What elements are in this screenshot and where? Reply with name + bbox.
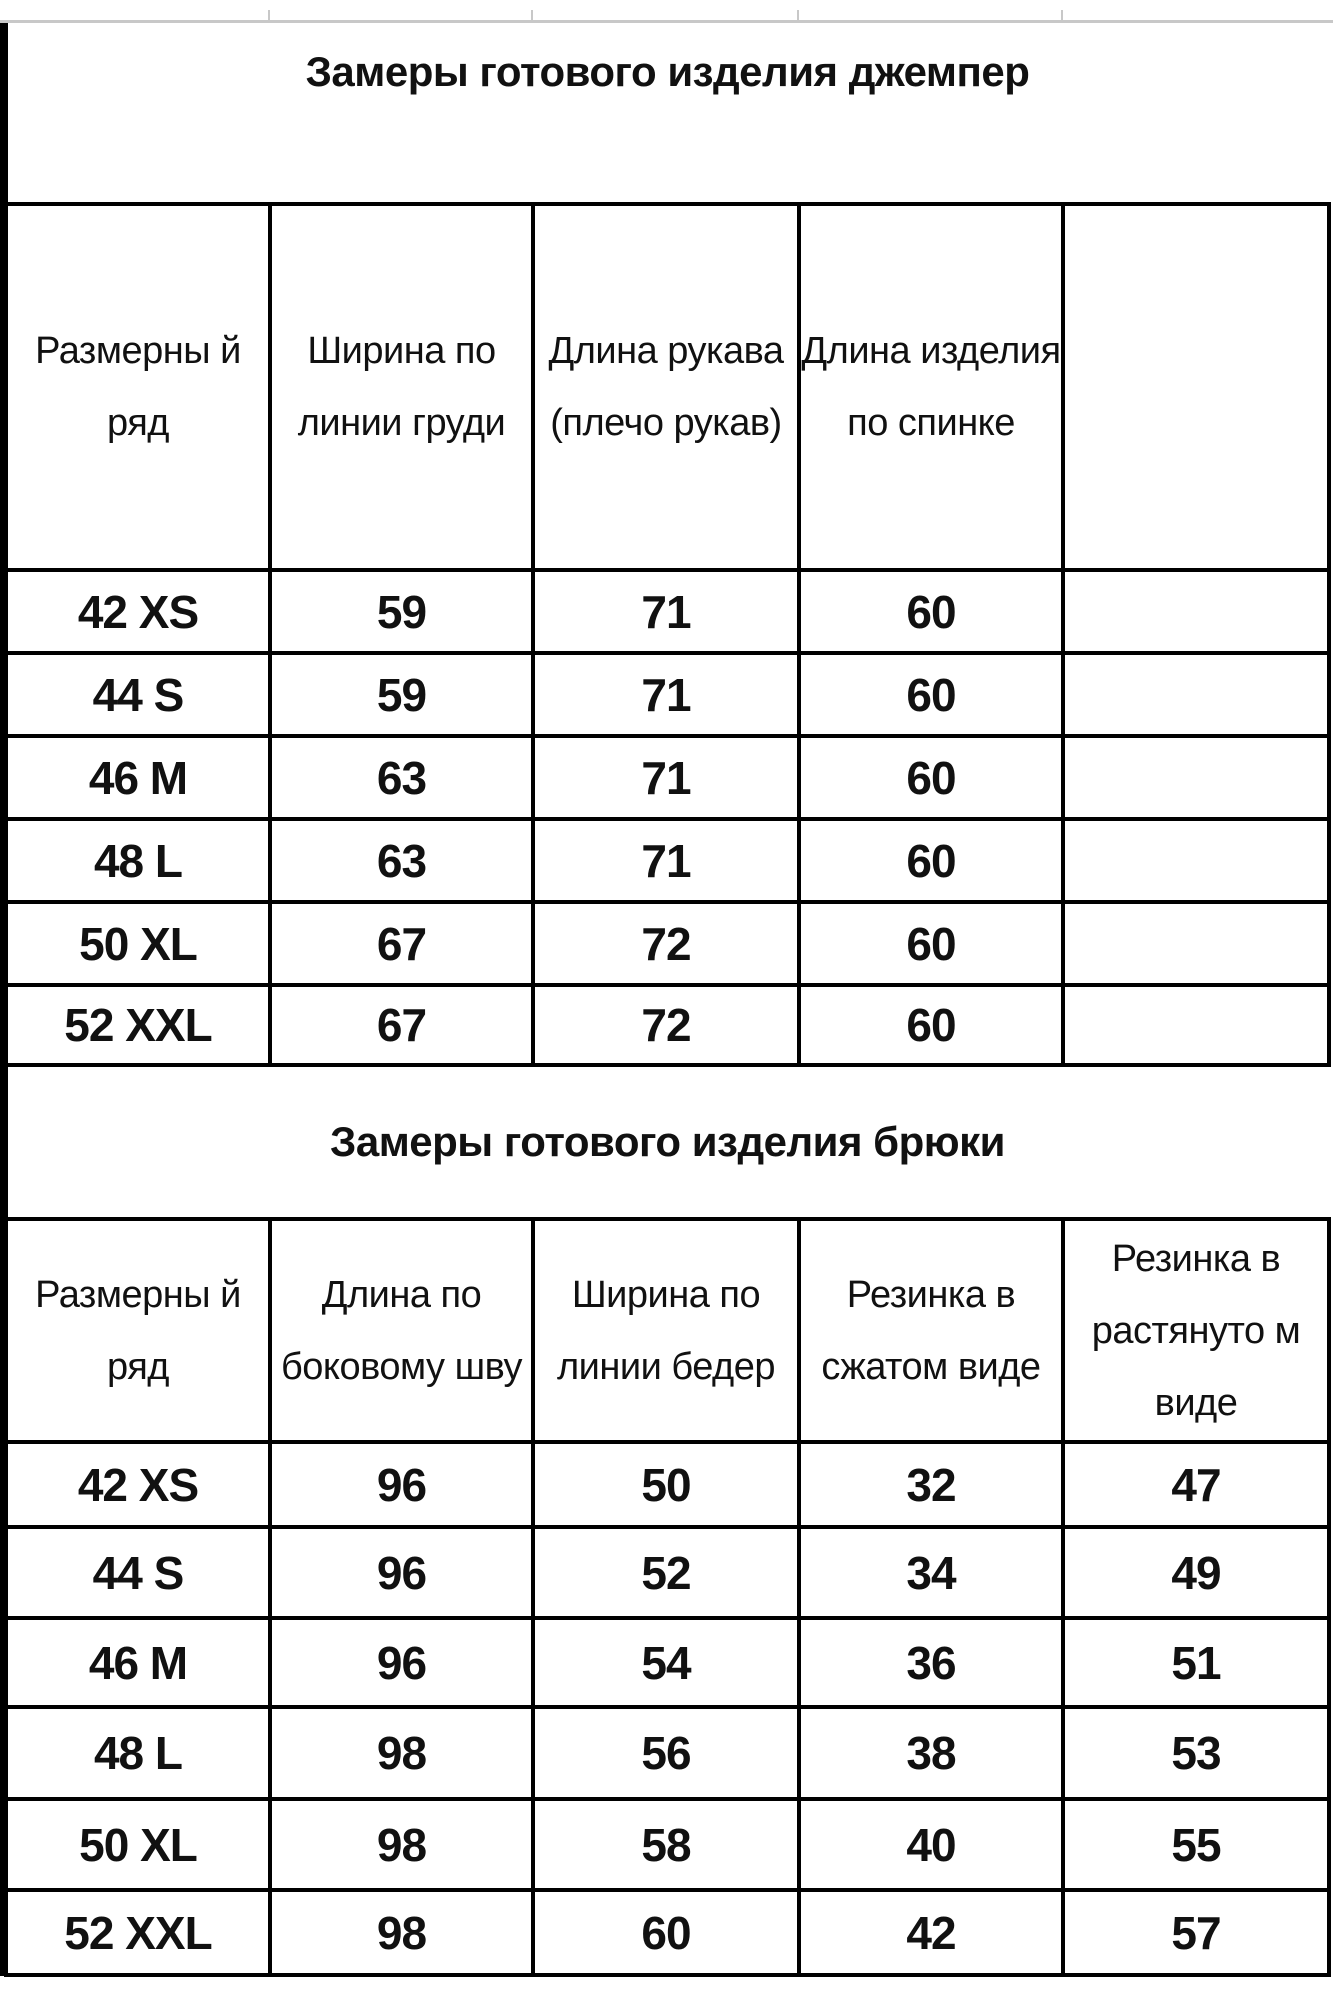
measurement-cell[interactable]: 60 [797, 568, 1065, 655]
table-row: 46 M 63 71 60 [4, 734, 1331, 821]
measurement-cell[interactable]: 57 [1061, 1888, 1331, 1977]
measurement-cell[interactable]: 49 [1061, 1525, 1331, 1620]
trousers-size-table: Размерны й ряд Длина по боковому шву Ширин… [4, 1217, 1331, 1977]
measurement-cell[interactable]: 54 [531, 1616, 801, 1709]
measurement-cell[interactable]: 67 [268, 983, 535, 1067]
measurement-cell[interactable]: 53 [1061, 1705, 1331, 1801]
column-header[interactable]: Ширина по линии груди [268, 202, 535, 572]
size-cell[interactable]: 52 XXL [4, 1888, 272, 1977]
table-row: 52 XXL 98 60 42 57 [4, 1888, 1331, 1977]
table-row: 48 L 98 56 38 53 [4, 1705, 1331, 1801]
measurement-cell[interactable]: 55 [1061, 1797, 1331, 1892]
size-cell[interactable]: 46 M [4, 734, 272, 821]
size-cell[interactable]: 44 S [4, 1525, 272, 1620]
measurement-cell[interactable]: 98 [268, 1705, 535, 1801]
table-row: 42 XS 59 71 60 [4, 568, 1331, 655]
column-divider[interactable] [797, 10, 799, 23]
measurement-cell[interactable] [1061, 983, 1331, 1067]
spreadsheet-gridline [0, 20, 1333, 23]
measurement-cell[interactable]: 52 [531, 1525, 801, 1620]
column-header[interactable]: Размерны й ряд [4, 202, 272, 572]
table-row: 50 XL 98 58 40 55 [4, 1797, 1331, 1892]
measurement-cell[interactable]: 63 [268, 734, 535, 821]
size-cell[interactable]: 48 L [4, 817, 272, 904]
measurement-cell[interactable]: 38 [797, 1705, 1065, 1801]
header-row: Размерны й ряд Ширина по линии груди Длина… [4, 202, 1331, 572]
measurement-cell[interactable]: 67 [268, 900, 535, 987]
header-row: Размерны й ряд Длина по боковому шву Ширин… [4, 1217, 1331, 1444]
measurement-cell[interactable]: 59 [268, 651, 535, 738]
measurement-cell[interactable]: 71 [531, 817, 801, 904]
trousers-title: Замеры готового изделия брюки [330, 1118, 1005, 1165]
column-header[interactable]: Резинка в сжатом виде [797, 1217, 1065, 1444]
column-header[interactable] [1061, 202, 1331, 572]
measurement-cell[interactable]: 34 [797, 1525, 1065, 1620]
size-cell[interactable]: 50 XL [4, 1797, 272, 1892]
column-header[interactable]: Размерны й ряд [4, 1217, 272, 1444]
column-divider[interactable] [531, 10, 533, 23]
table-row: 44 S 59 71 60 [4, 651, 1331, 738]
table-row: 46 M 96 54 36 51 [4, 1616, 1331, 1709]
measurement-cell[interactable]: 71 [531, 568, 801, 655]
jumper-size-table: Размерны й ряд Ширина по линии груди Длина… [4, 202, 1331, 1067]
table-row: 50 XL 67 72 60 [4, 900, 1331, 987]
measurement-cell[interactable]: 50 [531, 1440, 801, 1529]
column-header[interactable]: Резинка в растянуто м виде [1061, 1217, 1331, 1444]
size-cell[interactable]: 46 M [4, 1616, 272, 1709]
measurement-cell[interactable]: 51 [1061, 1616, 1331, 1709]
measurement-cell[interactable]: 96 [268, 1440, 535, 1529]
measurement-cell[interactable]: 58 [531, 1797, 801, 1892]
measurement-cell[interactable]: 56 [531, 1705, 801, 1801]
measurement-cell[interactable]: 42 [797, 1888, 1065, 1977]
measurement-cell[interactable]: 60 [797, 817, 1065, 904]
size-cell[interactable]: 50 XL [4, 900, 272, 987]
measurement-cell[interactable]: 71 [531, 734, 801, 821]
measurement-cell[interactable] [1061, 734, 1331, 821]
measurement-cell[interactable]: 72 [531, 900, 801, 987]
size-cell[interactable]: 42 XS [4, 568, 272, 655]
size-cell[interactable]: 44 S [4, 651, 272, 738]
size-cell[interactable]: 52 XXL [4, 983, 272, 1067]
column-divider[interactable] [1061, 10, 1063, 23]
measurement-cell[interactable]: 60 [531, 1888, 801, 1977]
measurement-cell[interactable] [1061, 568, 1331, 655]
measurement-cell[interactable]: 98 [268, 1797, 535, 1892]
column-header[interactable]: Ширина по линии бедер [531, 1217, 801, 1444]
table-row: 52 XXL 67 72 60 [4, 983, 1331, 1067]
measurement-cell[interactable]: 59 [268, 568, 535, 655]
measurement-cell[interactable]: 32 [797, 1440, 1065, 1529]
column-divider[interactable] [268, 10, 270, 23]
table-row: 48 L 63 71 60 [4, 817, 1331, 904]
measurement-cell[interactable]: 98 [268, 1888, 535, 1977]
left-border [0, 23, 8, 1976]
measurement-cell[interactable]: 71 [531, 651, 801, 738]
measurement-cell[interactable]: 47 [1061, 1440, 1331, 1529]
measurement-cell[interactable] [1061, 651, 1331, 738]
measurement-cell[interactable]: 60 [797, 651, 1065, 738]
column-header[interactable]: Длина по боковому шву [268, 1217, 535, 1444]
jumper-title: Замеры готового изделия джемпер [305, 48, 1030, 95]
measurement-cell[interactable]: 96 [268, 1525, 535, 1620]
table-row: 44 S 96 52 34 49 [4, 1525, 1331, 1620]
column-header[interactable]: Длина изделия по спинке [797, 202, 1065, 572]
measurement-cell[interactable]: 60 [797, 734, 1065, 821]
measurement-cell[interactable]: 60 [797, 983, 1065, 1067]
measurement-cell[interactable]: 72 [531, 983, 801, 1067]
measurement-cell[interactable]: 96 [268, 1616, 535, 1709]
measurement-cell[interactable] [1061, 900, 1331, 987]
table-row: 42 XS 96 50 32 47 [4, 1440, 1331, 1529]
size-cell[interactable]: 48 L [4, 1705, 272, 1801]
measurement-cell[interactable]: 36 [797, 1616, 1065, 1709]
column-header[interactable]: Длина рукава (плечо рукав) [531, 202, 801, 572]
measurement-cell[interactable]: 63 [268, 817, 535, 904]
measurement-cell[interactable]: 40 [797, 1797, 1065, 1892]
measurement-cell[interactable]: 60 [797, 900, 1065, 987]
size-cell[interactable]: 42 XS [4, 1440, 272, 1529]
measurement-cell[interactable] [1061, 817, 1331, 904]
